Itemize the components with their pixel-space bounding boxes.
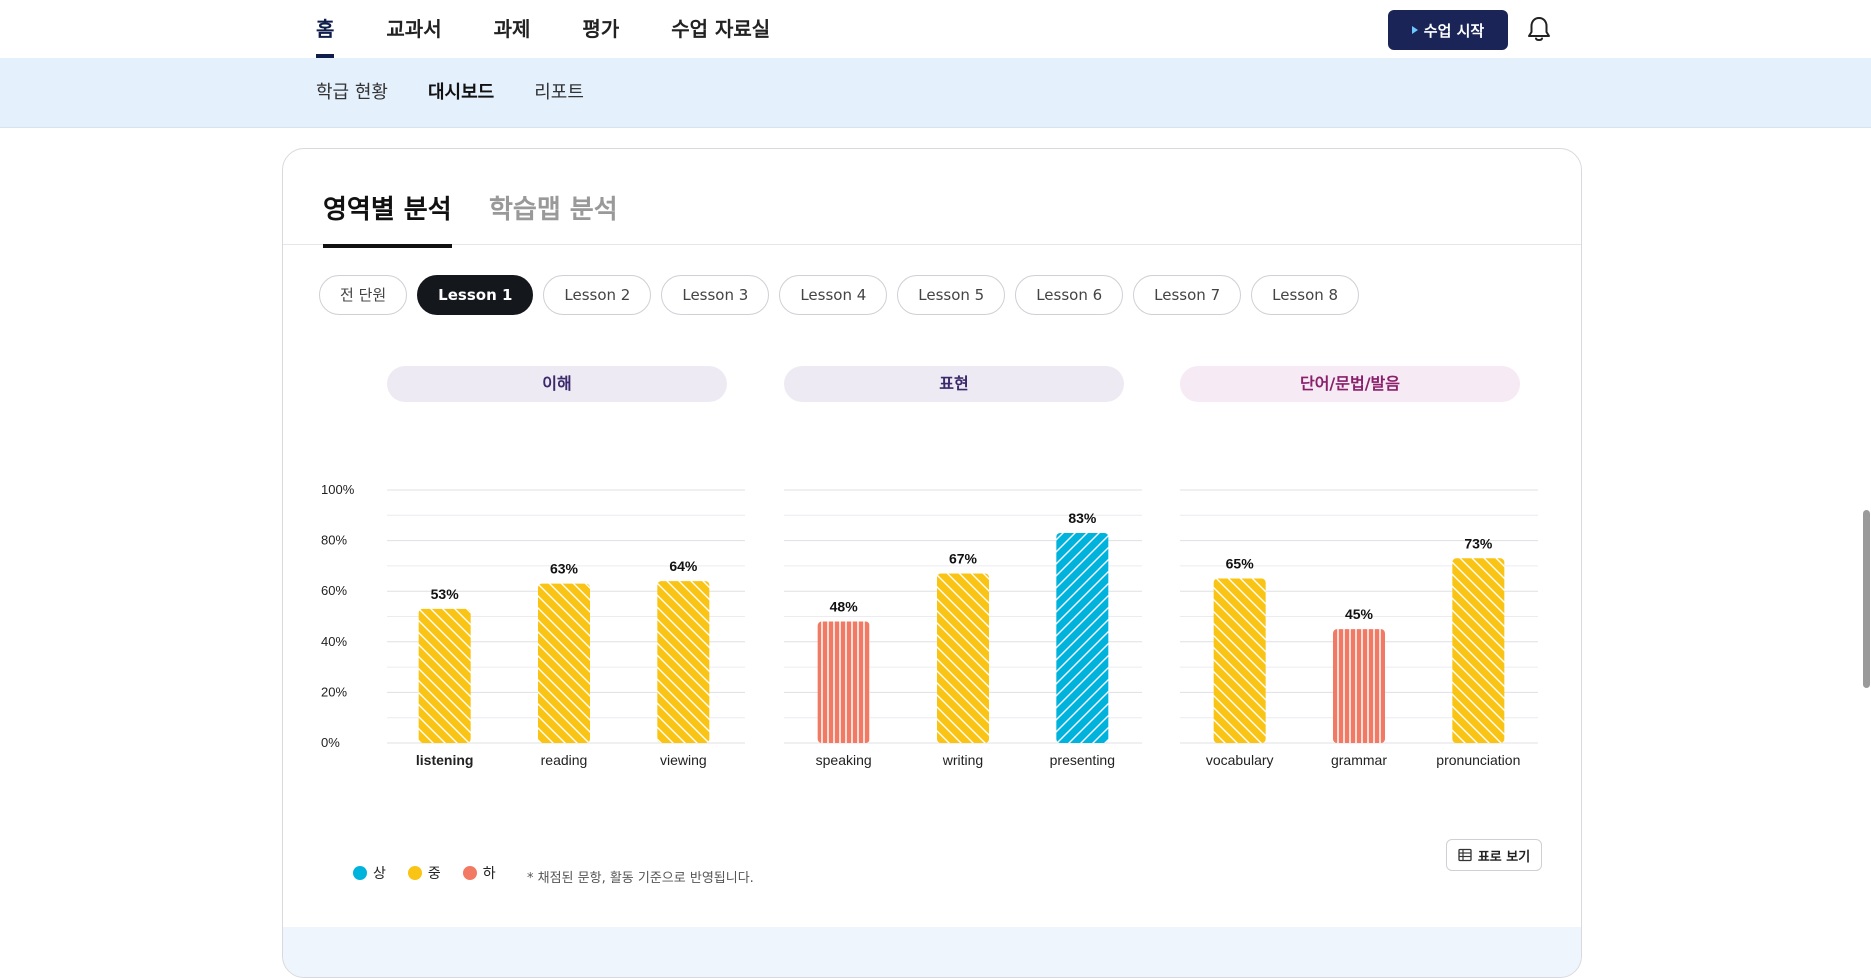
bar-value-label: 53% (431, 586, 460, 602)
main-menu: 홈 교과서 과제 평가 수업 자료실 (316, 0, 822, 58)
analysis-tabs: 영역별 분석 학습맵 분석 (283, 149, 1581, 248)
nav-evaluation[interactable]: 평가 (582, 17, 620, 41)
subnav-class-status[interactable]: 학급 현황 (316, 82, 388, 103)
scrollbar-thumb[interactable] (1863, 510, 1870, 688)
lesson-pill-7[interactable]: Lesson 7 (1133, 275, 1242, 315)
group-title-background (387, 366, 727, 402)
tab-area-analysis[interactable]: 영역별 분석 (323, 189, 452, 248)
legend-swatch (353, 866, 367, 880)
lesson-pill-2[interactable]: Lesson 2 (543, 275, 652, 315)
legend-label: 상 (373, 866, 386, 882)
start-class-label: 수업 시작 (1423, 21, 1485, 40)
bar-value-label: 65% (1226, 556, 1255, 572)
card-bottom-section (283, 927, 1581, 977)
bar-vocabulary[interactable] (1213, 578, 1266, 743)
category-label: presenting (1050, 752, 1115, 768)
top-navigation: 홈 교과서 과제 평가 수업 자료실 수업 시작 (0, 0, 1871, 58)
group-title-label: 단어/문법/발음 (1300, 374, 1400, 393)
bar-value-label: 48% (830, 599, 859, 615)
group-title-2: 단어/문법/발음 (1180, 366, 1520, 402)
group-title-background (784, 366, 1124, 402)
bar-value-label: 45% (1345, 606, 1374, 622)
group-title-1: 표현 (784, 366, 1124, 402)
category-label: listening (416, 752, 474, 768)
bar-writing[interactable] (937, 573, 989, 743)
group-title-background (1180, 366, 1520, 402)
lesson-pill-all[interactable]: 전 단원 (319, 275, 408, 315)
category-label: vocabulary (1206, 752, 1274, 768)
lesson-pill-6[interactable]: Lesson 6 (1015, 275, 1124, 315)
legend-high: 상 (353, 863, 386, 883)
y-tick-label: 40% (321, 634, 347, 649)
legend-swatch (462, 866, 477, 880)
scoring-note: * 채점된 문항, 활동 기준으로 반영됩니다. (527, 871, 754, 886)
bar-reading[interactable] (538, 583, 590, 743)
bar-presenting[interactable] (1056, 533, 1109, 743)
subnav-dashboard[interactable]: 대시보드 (427, 82, 495, 103)
sub-menu: 학급 현황 대시보드 리포트 (316, 58, 624, 128)
legend-swatch (407, 866, 422, 880)
group-title-label: 표현 (939, 374, 968, 393)
bar-grammar[interactable] (1333, 629, 1385, 743)
legend-label: 하 (482, 866, 496, 882)
bar-value-label: 64% (669, 558, 698, 574)
nav-assignment[interactable]: 과제 (493, 17, 531, 41)
category-label: reading (541, 752, 588, 768)
lesson-pill-5[interactable]: Lesson 5 (897, 275, 1006, 315)
lesson-pill-4[interactable]: Lesson 4 (779, 275, 888, 315)
bar-value-label: 73% (1464, 535, 1493, 551)
category-label: speaking (816, 752, 872, 768)
lesson-pill-3[interactable]: Lesson 3 (661, 275, 770, 315)
y-tick-label: 80% (321, 533, 347, 548)
bar-value-label: 83% (1068, 510, 1097, 526)
category-label: pronunciation (1436, 752, 1520, 768)
category-label: grammar (1331, 752, 1387, 768)
category-label: viewing (660, 752, 707, 768)
bar-listening[interactable] (418, 608, 471, 743)
lesson-pill-8[interactable]: Lesson 8 (1251, 275, 1360, 315)
play-icon (1411, 26, 1418, 34)
bar-speaking[interactable] (817, 621, 870, 743)
tab-learning-map-analysis[interactable]: 학습맵 분석 (489, 195, 618, 225)
start-class-button[interactable]: 수업 시작 (1388, 10, 1508, 50)
bar-pronunciation[interactable] (1452, 558, 1505, 743)
view-as-table-label: 표로 보기 (1477, 849, 1531, 865)
subnav-report[interactable]: 리포트 (534, 82, 584, 103)
table-icon (1458, 848, 1472, 862)
sub-navigation: 학급 현황 대시보드 리포트 (0, 58, 1871, 128)
bar-value-label: 63% (550, 561, 579, 577)
nav-home[interactable]: 홈 (316, 0, 335, 58)
bar-viewing[interactable] (657, 581, 710, 743)
group-title-0: 이해 (387, 366, 727, 402)
nav-class-materials[interactable]: 수업 자료실 (671, 17, 771, 41)
nav-textbook[interactable]: 교과서 (386, 17, 442, 41)
area-bar-chart: 100% 80% 60% 40% 20% 0% 이해 53% listening 63% readi… (321, 366, 1538, 768)
category-label: writing (942, 752, 983, 768)
view-as-table-button[interactable]: 표로 보기 (1446, 839, 1542, 871)
lesson-filter: 전 단원 Lesson 1 Lesson 2 Lesson 3 Lesson 4 Less… (319, 275, 1360, 315)
analysis-card: 영역별 분석 학습맵 분석 전 단원 Lesson 1 Lesson 2 Lesson… (282, 148, 1582, 978)
page-scrollbar[interactable] (1862, 0, 1871, 957)
y-tick-label: 100% (321, 482, 355, 497)
group-title-label: 이해 (542, 374, 571, 393)
bar-value-label: 67% (949, 550, 978, 566)
bell-icon[interactable] (1524, 14, 1554, 44)
legend-low: 하 (462, 863, 496, 883)
y-tick-label: 0% (321, 735, 340, 750)
legend-label: 중 (427, 866, 441, 882)
legend-mid: 중 (407, 863, 441, 883)
y-tick-label: 60% (321, 583, 347, 598)
y-tick-label: 20% (321, 684, 347, 699)
lesson-pill-1[interactable]: Lesson 1 (417, 275, 534, 315)
